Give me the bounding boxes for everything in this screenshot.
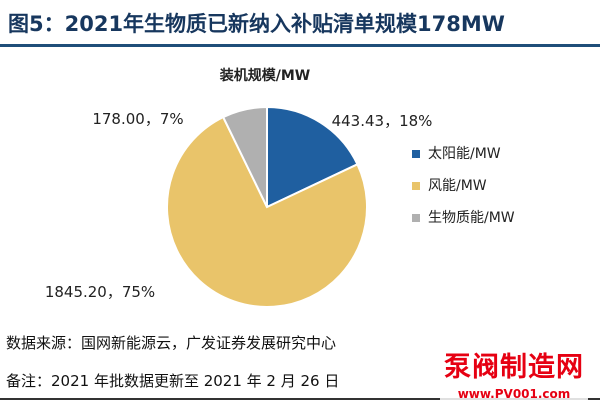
data-labels: 443.43，18% 1845.20，75% 178.00，7%: [45, 110, 433, 301]
data-label-biomass: 178.00，7%: [92, 110, 183, 128]
legend-swatch-solar: [412, 150, 420, 158]
legend-label-solar: 太阳能/MW: [428, 146, 501, 162]
remark-note: 备注：2021 年批数据更新至 2021 年 2 月 26 日: [6, 372, 340, 390]
pie-chart: 装机规模/MW 443.43，18% 1845.20，75% 178.00，7% 太…: [45, 67, 515, 308]
legend-label-biomass: 生物质能/MW: [428, 210, 515, 226]
data-label-wind: 1845.20，75%: [45, 283, 155, 301]
watermark-url: www.PV001.com: [440, 386, 588, 402]
footer-divider: [0, 398, 600, 400]
watermark-logo: 泵阀制造网 www.PV001.com: [440, 350, 588, 404]
pie-slices: [166, 105, 368, 308]
legend-swatch-biomass: [412, 214, 420, 222]
source-note: 数据来源：国网新能源云，广发证券发展研究中心: [6, 334, 337, 352]
pie-slice-biomass: [221, 105, 268, 208]
figure-title: 图5：2021年生物质已新纳入补贴清单规模178MW: [8, 12, 505, 36]
watermark-text: 泵阀制造网: [444, 352, 584, 383]
pie-slice-wind: [166, 115, 368, 308]
legend-label-wind: 风能/MW: [428, 178, 487, 194]
title-divider: [0, 44, 600, 47]
chart-title: 装机规模/MW: [219, 67, 311, 84]
legend-swatch-wind: [412, 182, 420, 190]
legend: 太阳能/MW 风能/MW 生物质能/MW: [412, 146, 515, 226]
data-label-solar: 443.43，18%: [332, 112, 433, 130]
pie-slice-solar: [266, 105, 359, 209]
